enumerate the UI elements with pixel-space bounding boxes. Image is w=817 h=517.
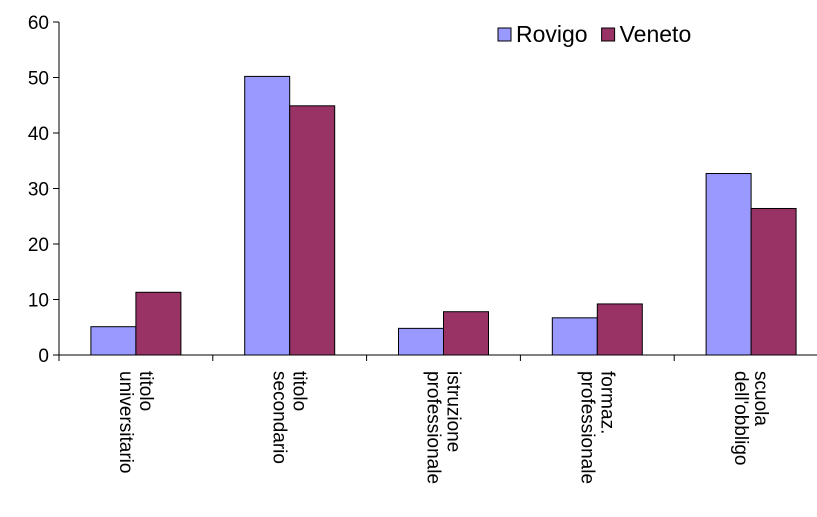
y-tick-labels: 0 10 20 30 40 50 60 xyxy=(28,13,49,367)
legend-label-rovigo: Rovigo xyxy=(516,21,588,47)
bar-veneto-0 xyxy=(135,291,182,356)
y-tick-label: 50 xyxy=(28,69,49,90)
y-tick-label: 20 xyxy=(28,235,49,256)
category-label-line: professionale xyxy=(576,371,597,484)
category-label-line: titolo xyxy=(135,371,156,411)
category-label-line: professionale xyxy=(423,371,444,484)
category-label-line: dell'obbligo xyxy=(730,371,751,465)
bar-rovigo-4 xyxy=(705,173,752,356)
y-tick-label: 30 xyxy=(28,180,49,201)
category-label-line: universitario xyxy=(115,371,136,473)
legend-label-veneto: Veneto xyxy=(620,21,692,47)
bar-rovigo-1 xyxy=(244,75,291,356)
bars xyxy=(90,75,797,356)
y-tick-label: 10 xyxy=(28,291,49,312)
bar-veneto-2 xyxy=(443,311,489,356)
legend-swatch-veneto xyxy=(601,27,616,42)
category-label-line: istruzione xyxy=(443,371,464,452)
bar-veneto-3 xyxy=(596,303,643,356)
category-label: scuoladell'obbligo xyxy=(730,371,771,465)
category-label: istruzioneprofessionale xyxy=(423,371,464,484)
category-label-line: secondario xyxy=(269,371,290,464)
category-label-line: titolo xyxy=(289,371,310,411)
category-label-line: scuola xyxy=(750,371,771,426)
bar-veneto-4 xyxy=(750,207,797,356)
bar-veneto-1 xyxy=(289,105,336,356)
legend: Rovigo Veneto xyxy=(486,17,751,51)
category-label-line: formaz. xyxy=(596,371,617,434)
y-tick-label: 0 xyxy=(38,346,49,367)
category-label: titolosecondario xyxy=(269,371,310,464)
category-labels: titolouniversitario titolosecondario istru… xyxy=(115,371,771,484)
bar-rovigo-0 xyxy=(90,326,137,356)
legend-swatch-rovigo xyxy=(497,27,512,42)
bar-rovigo-2 xyxy=(398,327,444,356)
legend-box xyxy=(486,17,751,51)
category-label: formaz.professionale xyxy=(576,371,617,484)
y-tick-label: 60 xyxy=(28,13,49,34)
bar-rovigo-3 xyxy=(551,317,598,356)
y-tick-label: 40 xyxy=(28,124,49,145)
category-label: titolouniversitario xyxy=(115,371,156,473)
